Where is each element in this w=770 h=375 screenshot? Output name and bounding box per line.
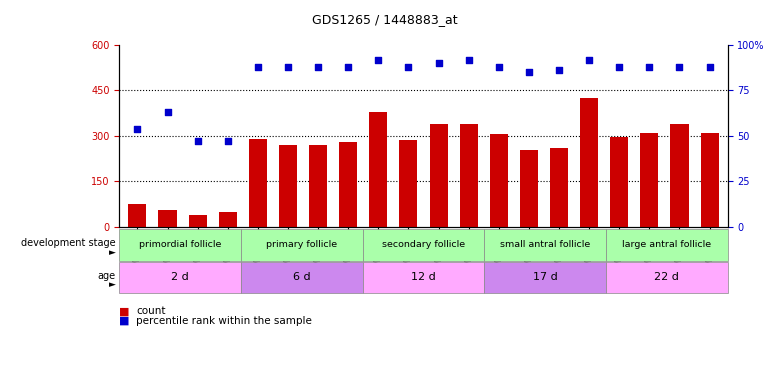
Text: 2 d: 2 d bbox=[171, 272, 189, 282]
Point bbox=[131, 126, 143, 132]
Bar bbox=[520, 150, 538, 227]
Text: primordial follicle: primordial follicle bbox=[139, 240, 221, 249]
Point bbox=[312, 64, 324, 70]
Text: large antral follicle: large antral follicle bbox=[622, 240, 711, 249]
Text: ►: ► bbox=[109, 280, 116, 290]
Text: 12 d: 12 d bbox=[411, 272, 436, 282]
Text: age: age bbox=[97, 271, 115, 280]
Bar bbox=[701, 133, 718, 227]
Text: GDS1265 / 1448883_at: GDS1265 / 1448883_at bbox=[312, 13, 458, 26]
Bar bbox=[400, 141, 417, 227]
Point bbox=[493, 64, 505, 70]
Text: secondary follicle: secondary follicle bbox=[382, 240, 465, 249]
Text: 22 d: 22 d bbox=[654, 272, 679, 282]
Bar bbox=[249, 139, 267, 227]
Bar bbox=[219, 212, 237, 227]
Bar bbox=[370, 112, 387, 227]
Bar bbox=[610, 138, 628, 227]
Point bbox=[613, 64, 625, 70]
Bar bbox=[189, 215, 206, 227]
Point bbox=[282, 64, 294, 70]
Point bbox=[433, 60, 445, 66]
Point bbox=[402, 64, 414, 70]
Point bbox=[162, 109, 174, 115]
Point bbox=[222, 138, 234, 144]
Bar bbox=[129, 204, 146, 227]
Point bbox=[463, 57, 475, 63]
Text: 17 d: 17 d bbox=[533, 272, 557, 282]
Point bbox=[252, 64, 264, 70]
Bar bbox=[279, 145, 297, 227]
Text: small antral follicle: small antral follicle bbox=[500, 240, 591, 249]
Text: ■: ■ bbox=[119, 306, 130, 316]
Bar bbox=[309, 145, 327, 227]
Bar bbox=[580, 98, 598, 227]
Text: ►: ► bbox=[109, 248, 116, 257]
Bar bbox=[641, 133, 658, 227]
Text: 6 d: 6 d bbox=[293, 272, 310, 282]
Bar bbox=[159, 210, 176, 227]
Bar bbox=[671, 124, 688, 227]
Point bbox=[673, 64, 685, 70]
Text: development stage: development stage bbox=[21, 238, 116, 248]
Bar bbox=[430, 124, 447, 227]
Point bbox=[342, 64, 354, 70]
Bar bbox=[490, 134, 508, 227]
Point bbox=[553, 68, 565, 74]
Bar bbox=[550, 148, 568, 227]
Text: primary follicle: primary follicle bbox=[266, 240, 337, 249]
Point bbox=[643, 64, 655, 70]
Point bbox=[192, 138, 204, 144]
Bar bbox=[460, 124, 477, 227]
Text: count: count bbox=[136, 306, 166, 316]
Text: ■: ■ bbox=[119, 316, 130, 326]
Point bbox=[372, 57, 384, 63]
Bar bbox=[339, 142, 357, 227]
Point bbox=[523, 69, 535, 75]
Text: percentile rank within the sample: percentile rank within the sample bbox=[136, 316, 312, 326]
Point bbox=[583, 57, 595, 63]
Point bbox=[704, 64, 716, 70]
